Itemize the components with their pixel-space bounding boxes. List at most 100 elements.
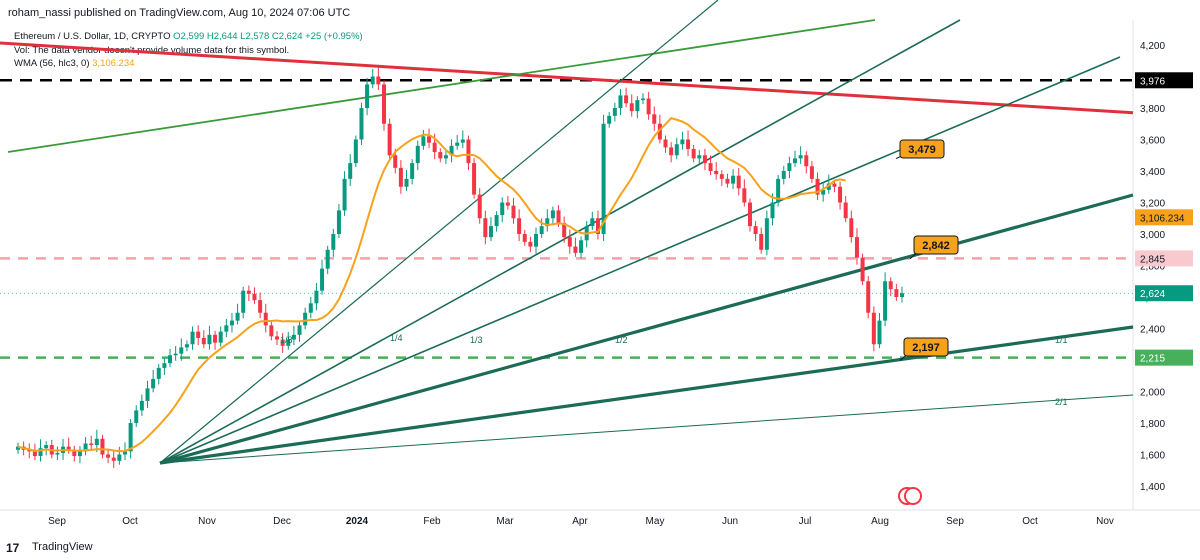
candle-body: [573, 246, 578, 253]
candle-body: [731, 175, 736, 184]
candle-body: [196, 331, 201, 338]
fan-ratio-label: 1/2: [615, 335, 628, 345]
y-tick-label: 1,400: [1140, 482, 1165, 493]
legend-wma-label[interactable]: WMA (56, hlc3, 0): [14, 58, 90, 69]
x-tick-label: Feb: [423, 516, 441, 527]
candle-body: [612, 108, 617, 116]
candle-body: [370, 76, 375, 85]
y-tick-label: 3,800: [1140, 104, 1165, 115]
candle-body: [821, 189, 826, 195]
gann-fan-line: [159, 56, 1121, 464]
legend-wma-value: 3,106.234: [92, 58, 135, 69]
green-upper-trendline: [7, 19, 876, 153]
candle-body: [601, 123, 606, 234]
candle-body: [320, 268, 325, 291]
fan-ratio-label: 1/4: [390, 333, 403, 343]
tradingview-logo-icon[interactable]: 17: [6, 541, 20, 555]
annotation-box: [903, 337, 949, 357]
candle-body: [72, 449, 77, 457]
candle-body: [376, 76, 381, 85]
candle-body: [224, 325, 229, 332]
fan-ratio-label: 1/8: [280, 335, 293, 345]
candle-body: [100, 438, 105, 455]
legend-symbol[interactable]: Ethereum / U.S. Dollar, 1D, CRYPTO: [14, 31, 171, 42]
candle-body: [241, 290, 246, 313]
y-tick-label: 1,800: [1140, 419, 1165, 430]
legend-wma-row: WMA (56, hlc3, 0) 3,106.234: [14, 57, 363, 71]
candle-body: [657, 123, 662, 140]
tradingview-brand[interactable]: TradingView: [32, 541, 93, 553]
candle-body: [252, 293, 257, 301]
candle-body: [590, 218, 595, 227]
price-axis-tag: [1135, 285, 1193, 302]
candle-body: [229, 320, 234, 326]
x-tick-label: Nov: [198, 516, 216, 527]
candle-body: [438, 152, 443, 159]
candle-body: [449, 145, 454, 156]
price-chart[interactable]: 4,2004,0003,8003,6003,4003,2003,0002,800…: [0, 0, 1200, 536]
candle-body: [488, 226, 493, 238]
candle-body: [331, 234, 336, 250]
candle-body: [550, 210, 555, 219]
x-tick-label: 2024: [346, 516, 369, 527]
candle-body: [618, 95, 623, 108]
candle-body: [117, 454, 122, 461]
gann-fan-line: [159, 19, 961, 464]
candle-body: [427, 136, 432, 143]
candle-body: [691, 148, 696, 159]
gann-fan-line: [159, 0, 719, 464]
price-axis-tag: [1135, 209, 1193, 226]
candle-body: [89, 443, 94, 446]
candle-body: [297, 325, 302, 335]
candle-body: [404, 178, 409, 187]
candle-body: [759, 234, 764, 250]
candle-body: [714, 171, 719, 175]
candle-body: [534, 234, 539, 247]
y-tick-label: 3,600: [1140, 136, 1165, 147]
x-tick-label: Apr: [572, 516, 588, 527]
candle-body: [381, 84, 386, 124]
candle-body: [83, 443, 88, 452]
x-tick-label: Mar: [496, 516, 514, 527]
candle-body: [455, 142, 460, 146]
candle-body: [702, 155, 707, 164]
candle-body: [776, 178, 781, 203]
candle-body: [669, 147, 674, 156]
candle-body: [410, 163, 415, 179]
candle-body: [201, 337, 206, 345]
candle-body: [894, 289, 899, 297]
candle-body: [286, 339, 291, 346]
candle-body: [291, 334, 296, 340]
candle-body: [128, 423, 133, 452]
candle-body: [556, 210, 561, 223]
legend-ohlc: O2,599 H2,644 L2,578 C2,624 +25 (+0.95%): [173, 31, 363, 42]
candle-body: [353, 139, 358, 164]
candle-body: [849, 218, 854, 238]
candle-body: [854, 237, 859, 258]
x-tick-label: Sep: [946, 516, 964, 527]
candle-body: [218, 331, 223, 343]
candle-body: [826, 183, 831, 190]
candle-body: [843, 202, 848, 219]
candle-body: [16, 446, 20, 450]
candle-body: [38, 448, 43, 457]
candle-body: [640, 98, 645, 101]
candle-body: [579, 240, 584, 253]
candle-body: [815, 178, 820, 195]
candle-body: [151, 378, 156, 389]
candle-body: [111, 457, 116, 461]
candle-body: [162, 363, 167, 368]
candle-body: [793, 158, 798, 164]
candle-body: [742, 188, 747, 203]
price-axis-tag-label: 2,845: [1140, 254, 1165, 265]
candle-body: [539, 226, 544, 234]
candle-body: [567, 237, 572, 247]
candle-body: [877, 320, 882, 345]
candle-body: [517, 218, 522, 234]
fan-ratio-label: 2/1: [1055, 397, 1068, 407]
candle-body: [652, 114, 657, 124]
candle-body: [674, 144, 679, 156]
price-axis-tag-label: 3,976: [1140, 76, 1165, 87]
annotation-label: 2,842: [922, 240, 950, 252]
candle-body: [725, 178, 730, 184]
